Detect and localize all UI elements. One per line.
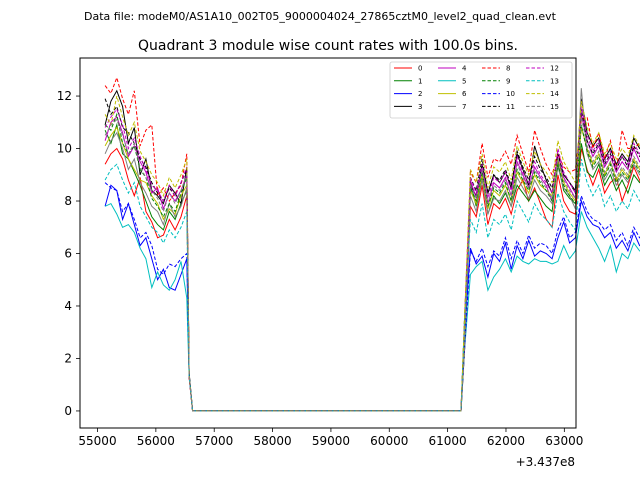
x-tick-label: 55000 xyxy=(78,434,116,448)
series-line-14 xyxy=(104,95,640,412)
y-tick-label: 4 xyxy=(64,299,72,313)
suptitle: Data file: modeM0/AS1A10_002T05_90000040… xyxy=(84,10,557,23)
x-tick-label: 58000 xyxy=(253,434,291,448)
y-tick-label: 2 xyxy=(64,351,72,365)
series-line-11 xyxy=(104,98,640,412)
x-tick-label: 62000 xyxy=(487,434,525,448)
y-axis: 0 2 4 6 8 10 12 xyxy=(57,89,80,418)
legend-label-11: 11 xyxy=(506,103,515,111)
legend-label-1: 1 xyxy=(418,77,422,85)
legend-label-10: 10 xyxy=(506,90,515,98)
series-line-2 xyxy=(104,184,640,412)
legend-label-13: 13 xyxy=(550,77,559,85)
x-tick-label: 56000 xyxy=(137,434,175,448)
chart-title: Quadrant 3 module wise count rates with … xyxy=(138,38,518,54)
series-line-9 xyxy=(104,112,640,412)
x-tick-label: 60000 xyxy=(370,434,408,448)
x-tick-label: 61000 xyxy=(429,434,467,448)
series-line-8 xyxy=(104,76,640,412)
series-line-7 xyxy=(104,88,640,412)
y-tick-label: 10 xyxy=(57,142,72,156)
y-tick-label: 12 xyxy=(57,89,72,103)
series-line-13 xyxy=(104,158,640,412)
legend-label-15: 15 xyxy=(550,103,559,111)
series-line-4 xyxy=(104,114,640,412)
y-tick-label: 8 xyxy=(64,194,72,208)
legend-label-9: 9 xyxy=(506,77,510,85)
series-line-15 xyxy=(104,116,640,412)
x-offset-label: +3.437e8 xyxy=(516,455,575,469)
legend-label-14: 14 xyxy=(550,90,559,98)
legend-label-2: 2 xyxy=(418,90,422,98)
series-line-1 xyxy=(104,122,640,412)
legend-label-0: 0 xyxy=(418,65,422,73)
series-line-0 xyxy=(104,147,640,412)
axes-frame xyxy=(79,57,577,429)
y-tick-label: 6 xyxy=(64,246,72,260)
series-line-6 xyxy=(104,126,640,412)
legend-label-6: 6 xyxy=(462,90,467,98)
y-tick-label: 0 xyxy=(64,404,72,418)
series-line-12 xyxy=(104,106,640,412)
legend-label-8: 8 xyxy=(506,65,510,73)
legend-label-5: 5 xyxy=(462,77,466,85)
x-tick-label: 63000 xyxy=(545,434,583,448)
legend-label-4: 4 xyxy=(462,65,467,73)
legend-label-7: 7 xyxy=(462,103,466,111)
x-tick-label: 59000 xyxy=(312,434,350,448)
legend-label-12: 12 xyxy=(550,65,559,73)
x-tick-label: 57000 xyxy=(195,434,233,448)
legend-box xyxy=(389,61,573,119)
series-line-5 xyxy=(104,202,640,412)
series-line-10 xyxy=(104,182,640,412)
legend-label-3: 3 xyxy=(418,103,422,111)
x-axis: 55000 56000 57000 58000 59000 60000 61000 62000… xyxy=(78,428,583,448)
plot-area xyxy=(104,76,640,412)
